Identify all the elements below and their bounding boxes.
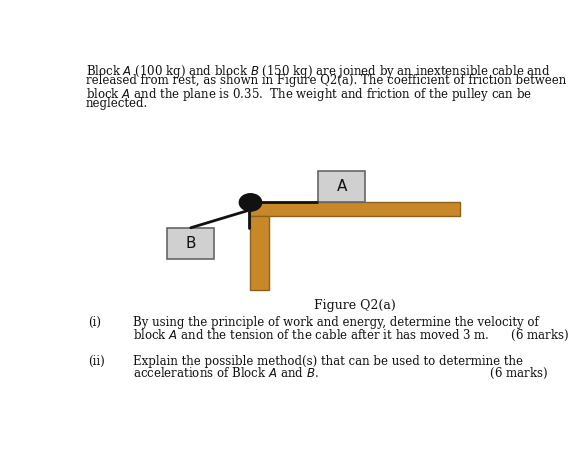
Text: Explain the possible method(s) that can be used to determine the: Explain the possible method(s) that can … — [134, 354, 523, 368]
Text: block $A$ and the tension of the cable after it has moved 3 m.      (6 marks): block $A$ and the tension of the cable a… — [134, 328, 570, 343]
Text: block $A$ and the plane is 0.35.  The weight and friction of the pulley can be: block $A$ and the plane is 0.35. The wei… — [86, 86, 532, 103]
Bar — [318, 171, 365, 202]
Text: neglected.: neglected. — [86, 97, 148, 110]
Text: Block $A$ (100 kg) and block $B$ (150 kg) are joined by an inextensible cable an: Block $A$ (100 kg) and block $B$ (150 kg… — [86, 63, 551, 80]
Text: (i): (i) — [88, 316, 102, 329]
Text: accelerations of Block $A$ and $B$.                                             : accelerations of Block $A$ and $B$. — [134, 366, 548, 381]
Text: (ii): (ii) — [88, 354, 105, 368]
Text: Figure Q2(a): Figure Q2(a) — [314, 299, 396, 312]
Text: By using the principle of work and energy, determine the velocity of: By using the principle of work and energ… — [134, 316, 539, 329]
Circle shape — [240, 194, 261, 211]
Text: A: A — [336, 179, 347, 194]
Text: B: B — [185, 236, 196, 251]
Text: released from rest, as shown in Figure Q2(a). The coefficient of friction betwee: released from rest, as shown in Figure Q… — [86, 74, 566, 87]
Bar — [250, 216, 270, 290]
Bar — [250, 202, 460, 216]
Bar — [167, 228, 214, 259]
